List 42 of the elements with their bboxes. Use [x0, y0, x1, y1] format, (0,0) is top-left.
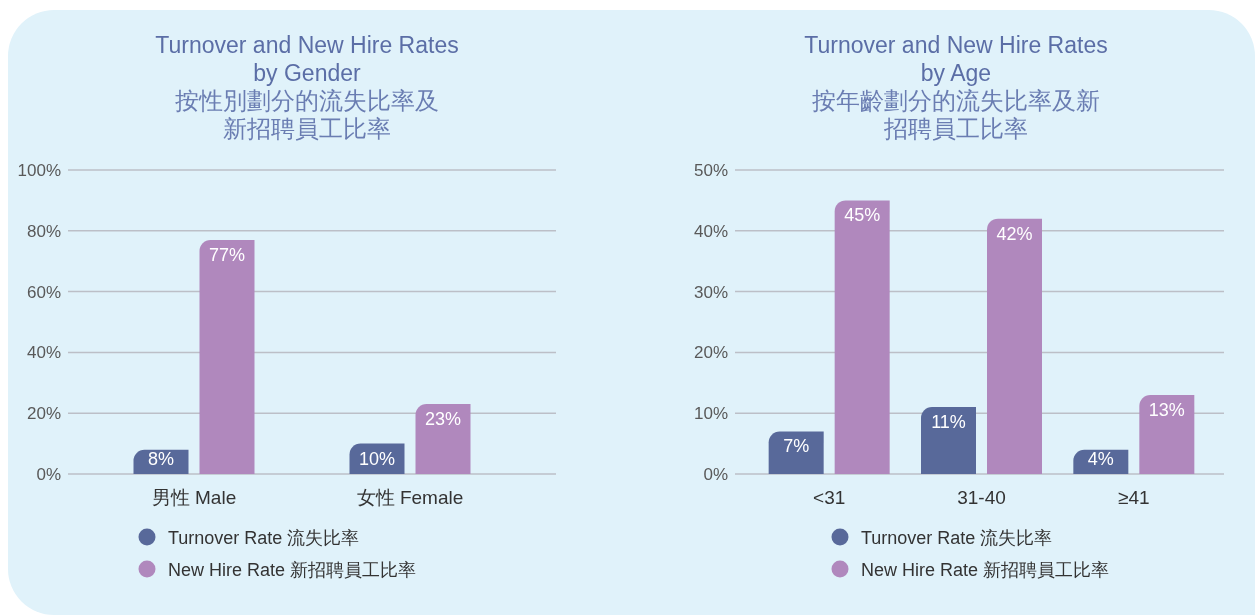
data-label: 13% [1148, 399, 1185, 420]
bar [199, 239, 255, 474]
y-tick-label: 30% [693, 282, 728, 302]
data-label: 7% [783, 436, 810, 457]
y-tick-label: 10% [693, 404, 728, 424]
bar [834, 200, 890, 474]
y-tick-label: 20% [26, 404, 61, 424]
data-label: 10% [358, 448, 396, 469]
bar [987, 218, 1042, 474]
chart-subtitle: 按年齡劃分的流失比率及新招聘員工比率 [812, 87, 1100, 142]
x-tick-label: <31 [813, 487, 846, 508]
data-label: 77% [208, 244, 246, 265]
bar [415, 404, 471, 474]
legend-label: Turnover Rate 流失比率 [168, 527, 360, 548]
y-tick-label: 20% [693, 343, 728, 363]
x-tick-label: 女性 Female [356, 487, 464, 508]
data-label: 4% [1087, 449, 1114, 469]
chart-title: Turnover and New Hire Rates by Age [804, 32, 1108, 86]
y-tick-label: 40% [26, 343, 61, 363]
legend-label: Turnover Rate 流失比率 [861, 527, 1053, 548]
y-tick-label: 0% [703, 465, 728, 484]
y-tick-label: 60% [26, 282, 61, 302]
data-label: 45% [844, 205, 881, 226]
chart-subtitle: 按性別劃分的流失比率及新招聘員工比率 [175, 87, 439, 142]
y-tick-label: 80% [26, 221, 61, 241]
chart-title: Turnover and New Hire Rates by Gender [155, 32, 459, 86]
x-tick-label: 男性 Male [151, 487, 237, 508]
x-tick-label: ≥41 [1118, 487, 1150, 508]
y-tick-label: 40% [693, 221, 728, 241]
bar [768, 431, 824, 474]
bar [921, 407, 976, 474]
y-tick-label: 0% [36, 465, 61, 484]
data-label: 42% [996, 223, 1033, 244]
data-label: 11% [931, 412, 966, 433]
legend-label: New Hire Rate 新招聘員工比率 [861, 559, 1110, 580]
y-tick-label: 50% [693, 161, 728, 180]
y-tick-label: 100% [17, 161, 61, 180]
data-label: 8% [147, 449, 175, 469]
data-label: 23% [424, 409, 462, 430]
legend-label: New Hire Rate 新招聘員工比率 [168, 559, 417, 580]
bar [1139, 394, 1195, 474]
x-tick-label: 31-40 [957, 487, 1006, 508]
